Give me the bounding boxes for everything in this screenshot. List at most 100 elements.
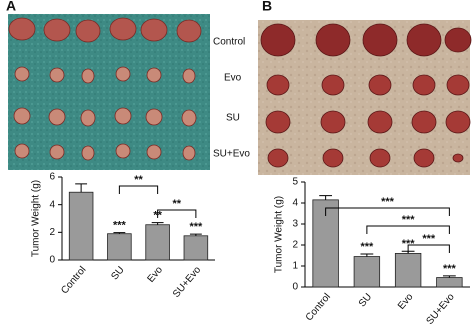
comparison-bracket bbox=[157, 209, 197, 218]
tumor bbox=[48, 108, 66, 126]
tumor bbox=[8, 17, 36, 41]
tumor bbox=[444, 27, 472, 53]
tumor bbox=[115, 66, 131, 82]
bar bbox=[68, 191, 94, 261]
y-tick-label: 1 bbox=[292, 261, 298, 272]
tumor bbox=[265, 110, 291, 134]
tumor bbox=[75, 19, 101, 43]
y-axis-label: Tumor Weight (g) bbox=[274, 196, 285, 273]
y-tick-label: 3 bbox=[292, 219, 298, 230]
bar bbox=[145, 224, 170, 261]
photo-label: Control bbox=[213, 37, 245, 48]
comparison-bracket bbox=[366, 225, 450, 234]
tumor bbox=[367, 110, 393, 134]
y-tick-label: 4 bbox=[292, 198, 298, 209]
error-bar bbox=[189, 233, 202, 236]
x-tick-label: SU bbox=[109, 265, 126, 283]
comparison-label: *** bbox=[422, 233, 436, 245]
tumor bbox=[43, 18, 71, 42]
tumor bbox=[260, 23, 296, 57]
photo-label: SU+Evo bbox=[213, 149, 250, 160]
comparison-bracket bbox=[118, 185, 159, 194]
tumor bbox=[411, 110, 437, 134]
tumor bbox=[14, 143, 30, 159]
tumor bbox=[368, 74, 392, 96]
comparison-label: ** bbox=[172, 198, 181, 210]
tumor bbox=[146, 67, 162, 83]
tumor bbox=[109, 17, 137, 41]
photo-label: Evo bbox=[224, 73, 242, 84]
tumor bbox=[114, 107, 132, 125]
x-tick-label: Evo bbox=[396, 291, 416, 312]
bar bbox=[107, 233, 132, 261]
tumor bbox=[406, 23, 442, 57]
tumor bbox=[445, 110, 471, 134]
comparison-label: *** bbox=[381, 196, 395, 208]
bar bbox=[183, 235, 209, 261]
tumor bbox=[145, 108, 163, 126]
tumor bbox=[267, 148, 289, 168]
tumor bbox=[320, 110, 346, 134]
tumor bbox=[362, 23, 398, 57]
significance: *** bbox=[189, 221, 203, 233]
y-tick-label: 0 bbox=[49, 255, 55, 266]
tumor bbox=[182, 145, 196, 161]
tumor bbox=[369, 148, 391, 168]
tumor bbox=[176, 19, 202, 43]
significance: *** bbox=[443, 263, 457, 275]
error-bar bbox=[360, 253, 374, 257]
error-bar bbox=[75, 183, 88, 193]
y-tick-label: 2 bbox=[49, 227, 55, 238]
error-bar bbox=[151, 222, 164, 225]
y-tick-label: 5 bbox=[292, 177, 298, 188]
panel-label: B bbox=[262, 0, 272, 14]
comparison-label: ** bbox=[134, 174, 143, 186]
y-tick-label: 6 bbox=[49, 172, 55, 183]
tumors bbox=[8, 17, 472, 168]
comparison-bracket bbox=[407, 244, 450, 253]
tumor bbox=[266, 74, 290, 96]
error-bar bbox=[442, 275, 456, 278]
tumor bbox=[81, 145, 95, 161]
panel-label: A bbox=[6, 0, 16, 14]
x-tick-label: Control bbox=[59, 265, 88, 297]
tumor bbox=[49, 144, 65, 160]
tumor bbox=[321, 74, 345, 96]
tumor bbox=[115, 143, 131, 159]
tumor bbox=[146, 144, 162, 160]
x-tick-label: SU+Evo bbox=[171, 264, 203, 300]
tumor bbox=[14, 66, 30, 82]
bar bbox=[353, 256, 381, 288]
tumor bbox=[181, 109, 197, 127]
bar bbox=[394, 252, 422, 288]
photo-label: SU bbox=[226, 113, 240, 124]
bar bbox=[436, 277, 463, 288]
tumor bbox=[412, 74, 436, 96]
x-tick-label: Evo bbox=[145, 264, 165, 285]
tumor bbox=[452, 153, 464, 163]
tumor bbox=[13, 107, 31, 125]
error-bar bbox=[319, 195, 333, 200]
tumor bbox=[322, 148, 344, 168]
tumor bbox=[49, 67, 65, 83]
tumor bbox=[140, 18, 168, 42]
comparison-bracket bbox=[325, 207, 450, 216]
significance: *** bbox=[402, 238, 416, 250]
tumor bbox=[80, 109, 96, 127]
error-bar bbox=[113, 232, 126, 234]
y-tick-label: 4 bbox=[49, 199, 55, 210]
tumor bbox=[315, 23, 351, 57]
x-tick-label: SU bbox=[357, 292, 374, 310]
photo-a bbox=[8, 14, 210, 170]
comparison-label: *** bbox=[402, 214, 416, 226]
x-tick-label: SU+Evo bbox=[425, 291, 457, 327]
tumor bbox=[446, 74, 470, 96]
y-tick-label: 0 bbox=[292, 282, 298, 293]
y-axis-label: Tumor Weight (g) bbox=[31, 180, 42, 257]
x-tick-label: Control bbox=[304, 292, 333, 324]
significance: *** bbox=[360, 241, 374, 253]
tumor bbox=[182, 68, 196, 84]
tumor bbox=[413, 148, 435, 168]
significance: *** bbox=[113, 220, 127, 232]
